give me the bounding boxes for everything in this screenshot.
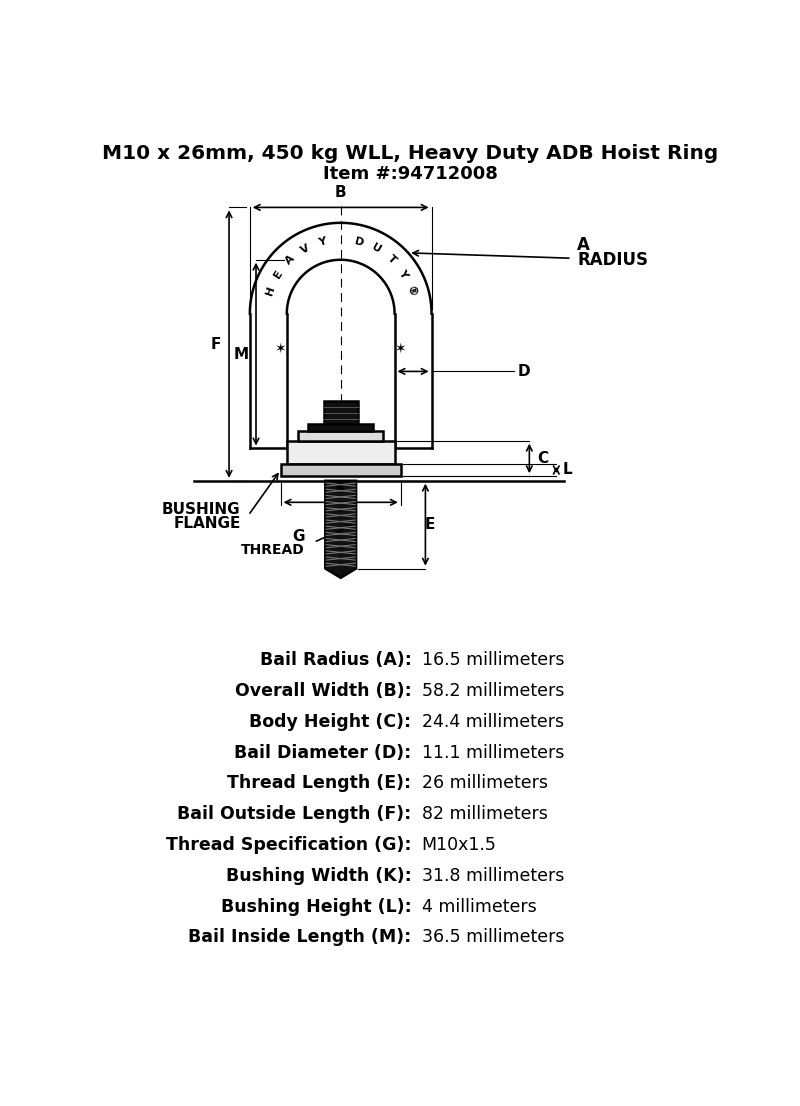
- Text: 24.4 millimeters: 24.4 millimeters: [422, 712, 564, 731]
- Text: G: G: [292, 529, 305, 544]
- Text: H: H: [264, 285, 277, 296]
- Text: FLANGE: FLANGE: [174, 515, 241, 531]
- Text: M10x1.5: M10x1.5: [422, 836, 497, 854]
- Polygon shape: [281, 463, 401, 477]
- Text: U: U: [370, 242, 382, 255]
- Polygon shape: [326, 481, 356, 577]
- Text: Bail Inside Length (M):: Bail Inside Length (M):: [188, 928, 411, 947]
- Text: Item #:94712008: Item #:94712008: [322, 165, 498, 184]
- Text: ®: ®: [405, 284, 418, 298]
- Text: 82 millimeters: 82 millimeters: [422, 805, 547, 823]
- Text: 31.8 millimeters: 31.8 millimeters: [422, 867, 564, 885]
- Polygon shape: [287, 440, 394, 463]
- Text: 4 millimeters: 4 millimeters: [422, 898, 536, 916]
- Text: Bail Radius (A):: Bail Radius (A):: [260, 651, 411, 669]
- Text: RADIUS: RADIUS: [577, 251, 648, 269]
- Text: Bushing Width (K):: Bushing Width (K):: [226, 867, 411, 885]
- Text: BUSHING: BUSHING: [162, 502, 241, 517]
- Text: D: D: [354, 236, 365, 248]
- Text: T: T: [385, 253, 398, 267]
- Text: C: C: [537, 451, 548, 466]
- Text: 36.5 millimeters: 36.5 millimeters: [422, 928, 564, 947]
- Text: F: F: [211, 336, 222, 352]
- Text: Bail Outside Length (F):: Bail Outside Length (F):: [178, 805, 411, 823]
- Text: 16.5 millimeters: 16.5 millimeters: [422, 651, 564, 669]
- Text: 11.1 millimeters: 11.1 millimeters: [422, 743, 564, 762]
- Text: M10 x 26mm, 450 kg WLL, Heavy Duty ADB Hoist Ring: M10 x 26mm, 450 kg WLL, Heavy Duty ADB H…: [102, 144, 718, 164]
- Text: Y: Y: [397, 268, 410, 280]
- Text: D: D: [518, 364, 530, 379]
- Text: L: L: [562, 462, 572, 478]
- Text: 58.2 millimeters: 58.2 millimeters: [422, 682, 564, 700]
- Text: E: E: [272, 268, 285, 280]
- Text: ✶: ✶: [395, 342, 406, 355]
- Text: K: K: [335, 480, 346, 494]
- Text: Body Height (C):: Body Height (C):: [250, 712, 411, 731]
- Text: A: A: [283, 253, 297, 267]
- Text: Bushing Height (L):: Bushing Height (L):: [221, 898, 411, 916]
- Polygon shape: [298, 431, 383, 440]
- Text: M: M: [233, 346, 248, 362]
- Text: V: V: [299, 242, 311, 255]
- Text: B: B: [335, 185, 346, 200]
- Polygon shape: [308, 424, 373, 431]
- Polygon shape: [324, 400, 358, 424]
- Text: ✶: ✶: [275, 342, 286, 355]
- Text: Y: Y: [317, 237, 327, 248]
- Text: A: A: [577, 237, 590, 254]
- Text: Bail Diameter (D):: Bail Diameter (D):: [234, 743, 411, 762]
- Text: 26 millimeters: 26 millimeters: [422, 774, 547, 792]
- Text: Overall Width (B):: Overall Width (B):: [234, 682, 411, 700]
- Text: E: E: [424, 518, 434, 532]
- Text: Thread Specification (G):: Thread Specification (G):: [166, 836, 411, 854]
- Text: THREAD: THREAD: [241, 543, 305, 557]
- Text: Thread Length (E):: Thread Length (E):: [227, 774, 411, 792]
